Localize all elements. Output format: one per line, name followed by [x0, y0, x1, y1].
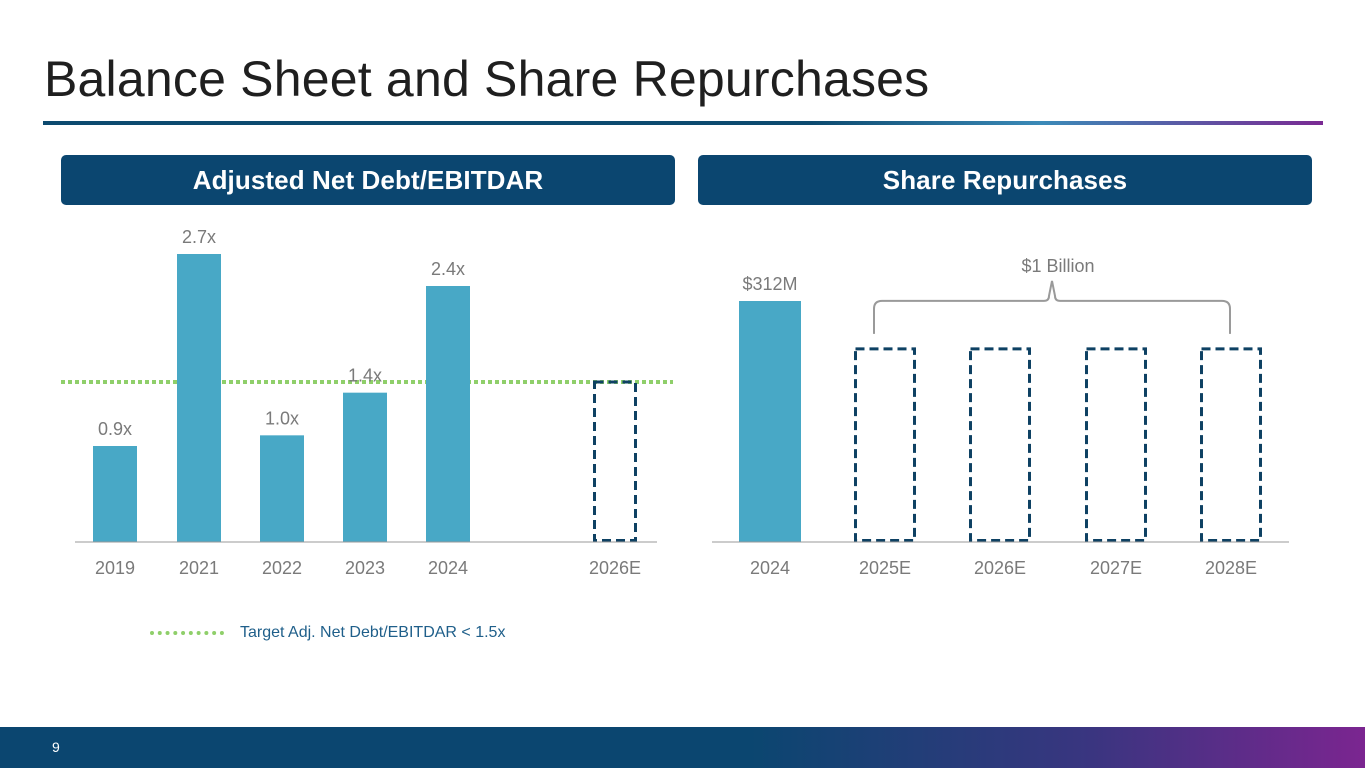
data-label-2024: 2.4x [431, 259, 465, 279]
bar-2026E-estimate [593, 380, 637, 542]
x-tick-2025E: 2025E [859, 558, 911, 578]
data-label-2022: 1.0x [265, 408, 299, 428]
bar-2025E-estimate [854, 347, 916, 542]
legend-label: Target Adj. Net Debt/EBITDAR < 1.5x [240, 624, 506, 641]
repurchase-chart-title: Share Repurchases [882, 164, 1128, 195]
target-line-swatch [150, 631, 224, 635]
chart-legend: Target Adj. Net Debt/EBITDAR < 1.5x [150, 622, 505, 644]
page-number: 9 [52, 739, 60, 755]
bar-2023 [343, 392, 387, 542]
debt-chart-header: Adjusted Net Debt/EBITDAR [61, 155, 675, 205]
repurchase-chart-header: Share Repurchases [698, 155, 1312, 205]
x-tick-2026E: 2026E [974, 558, 1026, 578]
debt-chart-title: Adjusted Net Debt/EBITDAR [192, 164, 544, 195]
bar-2019 [93, 446, 137, 542]
data-label-2019: 0.9x [98, 419, 132, 439]
x-tick-2022: 2022 [262, 558, 302, 578]
bar-2028E-estimate [1200, 347, 1262, 542]
x-tick-2027E: 2027E [1090, 558, 1142, 578]
bar-2021 [177, 254, 221, 542]
bar-2027E-estimate [1085, 347, 1147, 542]
bar-2024 [739, 301, 801, 542]
bar-2024 [426, 286, 470, 542]
data-label-2021: 2.7x [182, 227, 216, 247]
page-title: Balance Sheet and Share Repurchases [44, 51, 930, 107]
x-tick-2021: 2021 [179, 558, 219, 578]
bar-2026E-estimate [969, 347, 1031, 542]
x-tick-2024: 2024 [750, 558, 790, 578]
footer-bar: 9 [0, 727, 1365, 768]
bracket-label: $1 Billion [1021, 256, 1094, 276]
x-tick-2026E: 2026E [589, 558, 641, 578]
billion-bracket [873, 280, 1231, 334]
share-repurchase-chart: $312M 2024 2025E 2026E 2027E 2028E $1 Billion [712, 256, 1289, 578]
x-tick-2024: 2024 [428, 558, 468, 578]
debt-ebitdar-chart: 0.9x 2019 2.7x 2021 1.0x 2022 1.4x 2023 2.4x 2024… [61, 227, 673, 578]
data-label-2023: 1.4x [348, 366, 382, 386]
bar-2022 [260, 435, 304, 542]
x-tick-2028E: 2028E [1205, 558, 1257, 578]
data-label-2024: $312M [742, 274, 797, 294]
x-tick-2023: 2023 [345, 558, 385, 578]
x-tick-2019: 2019 [95, 558, 135, 578]
title-divider [43, 121, 1323, 125]
